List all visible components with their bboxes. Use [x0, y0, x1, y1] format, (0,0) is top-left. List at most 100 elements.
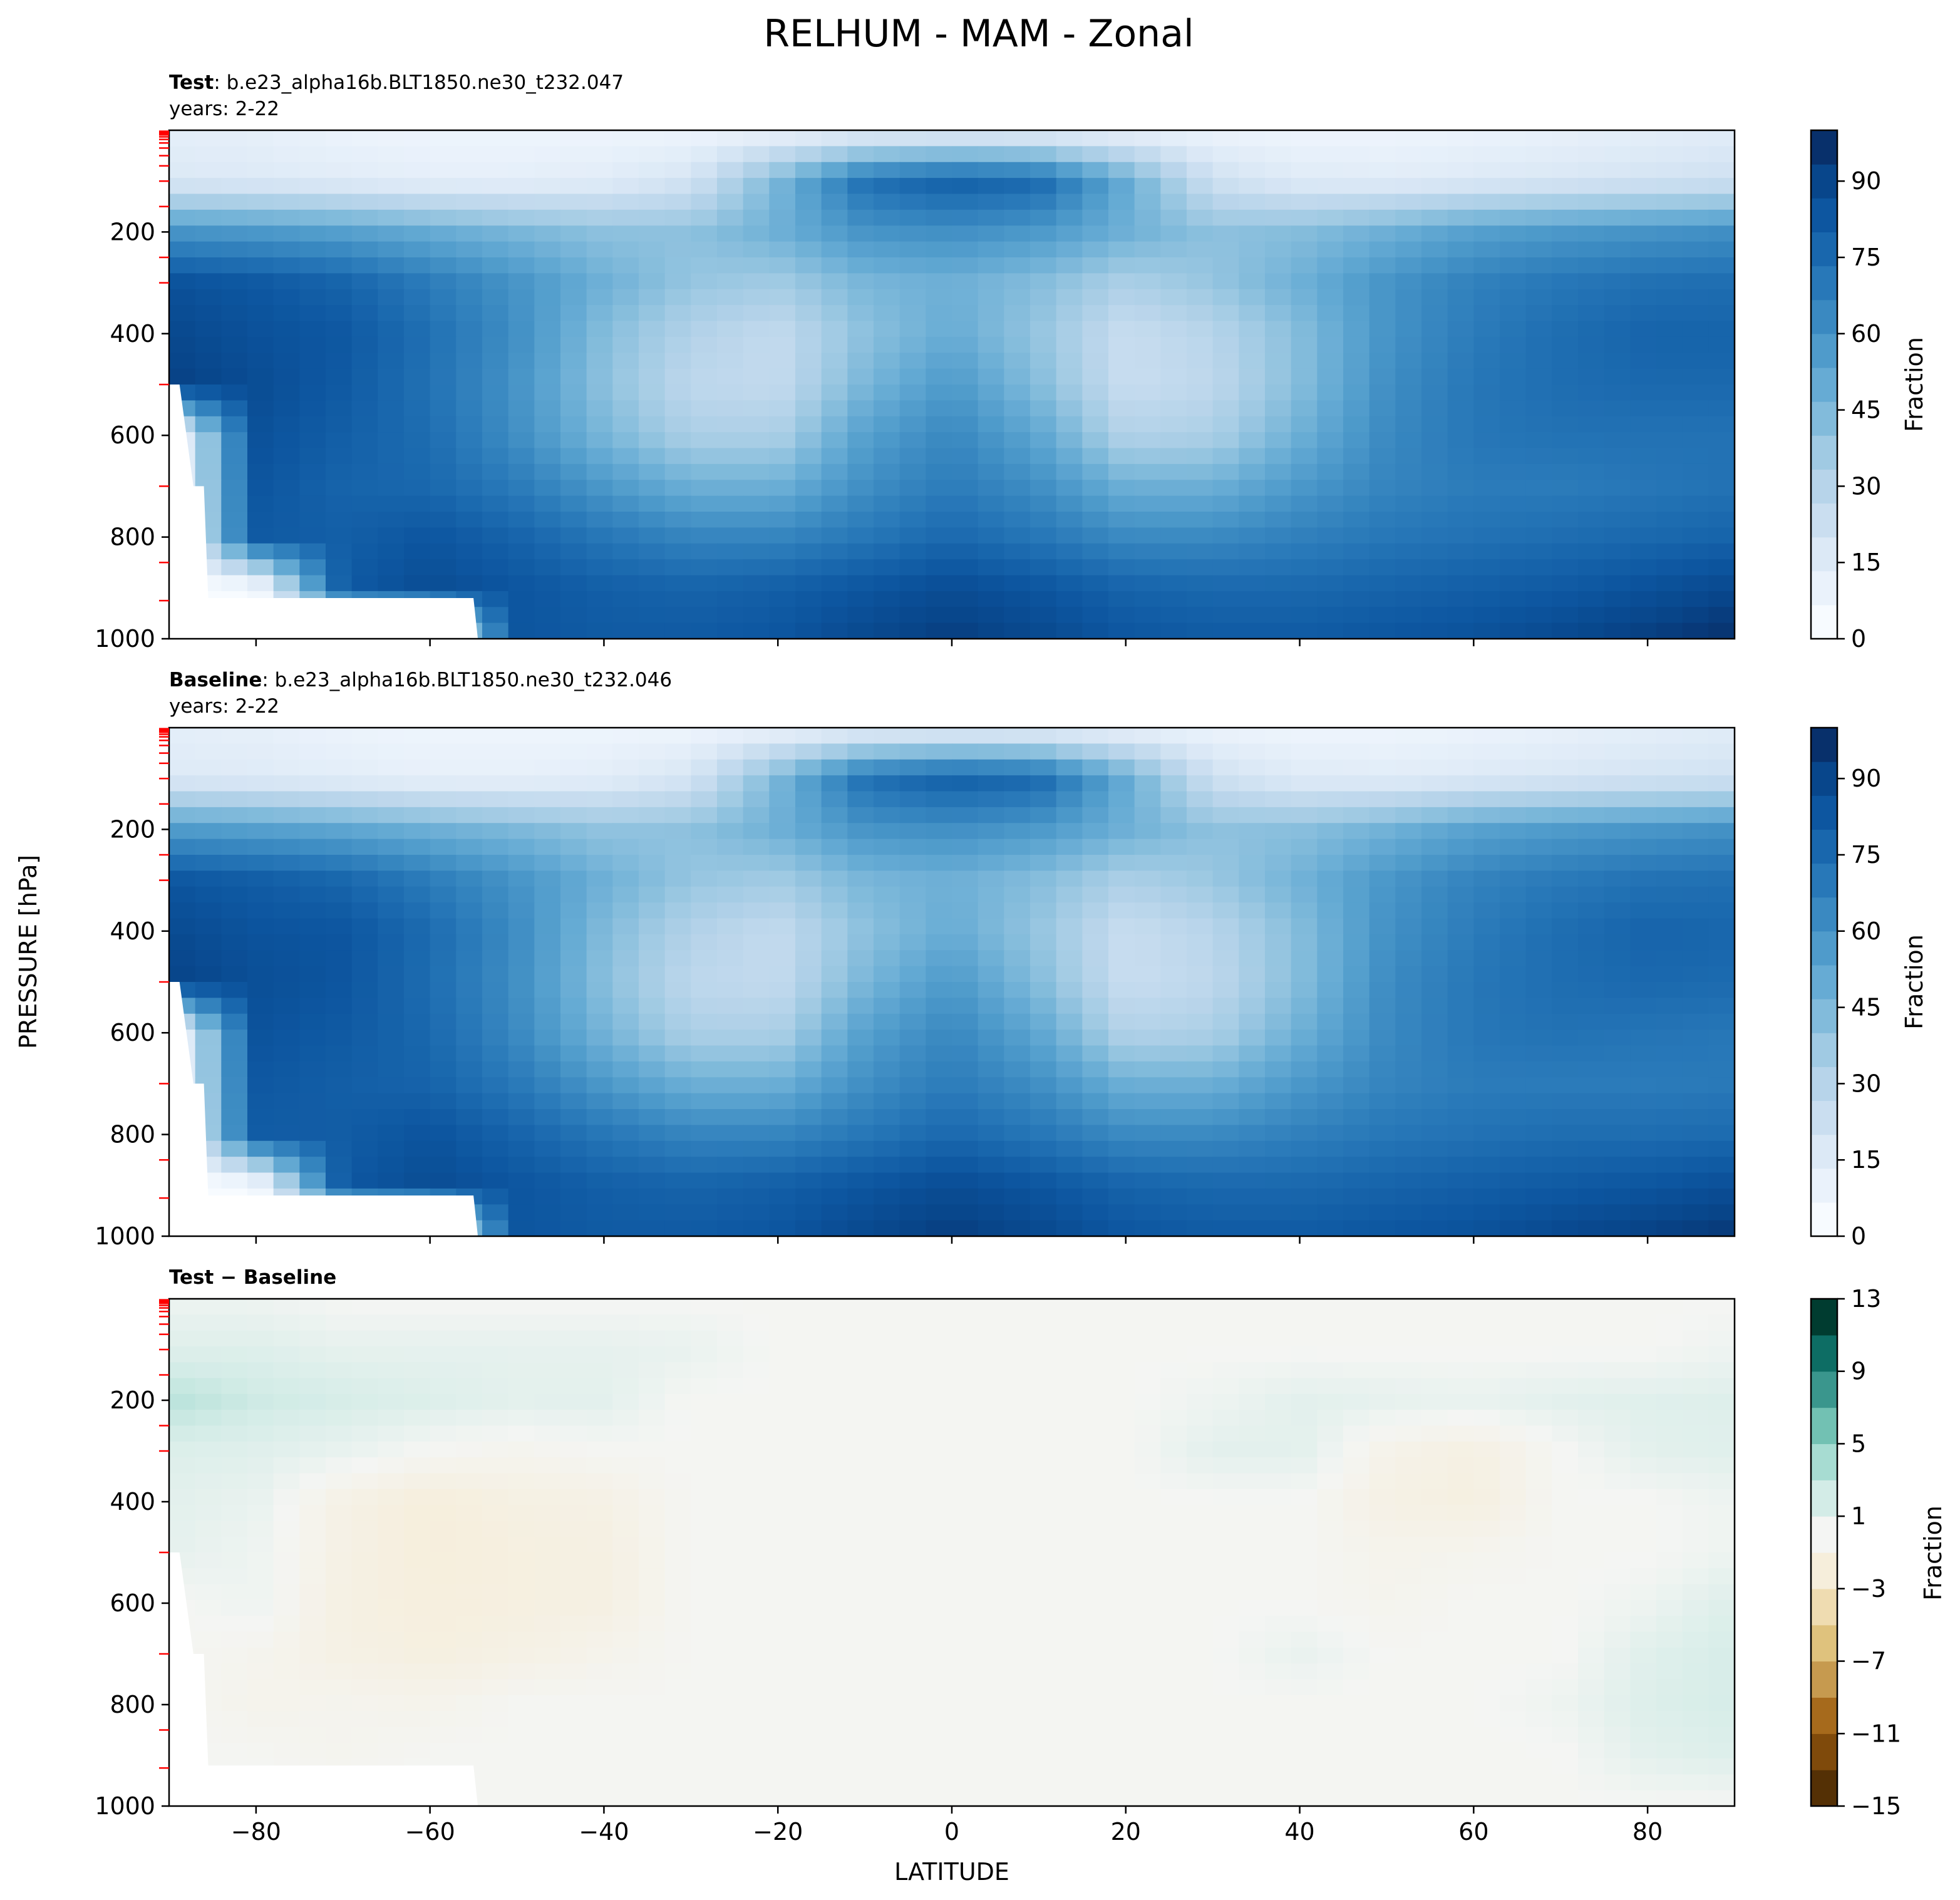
test-heat-cell — [299, 305, 326, 322]
diff-heat-cell — [195, 1457, 222, 1474]
baseline-heat-cell — [1525, 998, 1553, 1015]
test-heat-cell — [1447, 527, 1475, 544]
baseline-heat-cell — [1030, 807, 1057, 824]
baseline-heat-cell — [273, 886, 301, 903]
baseline-heat-cell — [1473, 950, 1500, 967]
baseline-heat-cell — [299, 823, 326, 840]
test-heat-cell — [977, 480, 1005, 497]
baseline-heat-cell — [1212, 855, 1240, 872]
baseline-heat-cell — [1108, 1188, 1135, 1206]
baseline-heat-cell — [1630, 1140, 1657, 1157]
test-heat-cell — [1108, 241, 1135, 258]
baseline-heat-cell — [743, 918, 770, 935]
baseline-heat-cell — [1447, 743, 1475, 760]
test-heat-cell — [821, 194, 848, 210]
baseline-heat-cell — [299, 1077, 326, 1094]
baseline-heat-cell — [1317, 1061, 1344, 1078]
baseline-heat-cell — [1343, 966, 1370, 983]
test-colorbar-band — [1811, 299, 1837, 334]
baseline-heat-cell — [1682, 1172, 1710, 1189]
diff-heat-cell — [926, 1473, 952, 1490]
baseline-heat-cell — [1421, 1140, 1448, 1157]
diff-heat-cell — [1265, 1378, 1292, 1395]
test-heat-cell — [743, 241, 770, 258]
baseline-colorbar-band — [1811, 1168, 1837, 1203]
test-heat-cell — [1291, 336, 1318, 354]
diff-heat-cell — [1343, 1505, 1370, 1522]
test-heat-cell — [769, 432, 796, 449]
test-heat-cell — [1134, 607, 1162, 624]
diff-heat-cell — [1473, 1362, 1500, 1379]
baseline-heat-cell — [1108, 759, 1135, 776]
baseline-heat-cell — [769, 1157, 796, 1174]
test-heat-cell — [169, 194, 196, 210]
baseline-heat-cell — [351, 1045, 379, 1062]
baseline-heat-cell — [612, 1061, 639, 1078]
baseline-heat-cell — [664, 855, 692, 872]
baseline-heat-cell — [560, 855, 587, 872]
test-heat-cell — [874, 368, 900, 385]
baseline-heat-cell — [482, 743, 509, 760]
diff-heat-cell — [1500, 1314, 1527, 1331]
test-heat-cell — [1343, 591, 1370, 608]
test-heat-cell — [1630, 178, 1657, 195]
diff-heat-cell — [1578, 1473, 1605, 1490]
diff-heat-cell — [1212, 1441, 1240, 1458]
baseline-heat-cell — [1473, 1030, 1500, 1046]
diff-heat-cell — [769, 1330, 796, 1347]
test-heat-cell — [534, 130, 561, 147]
baseline-heat-cell — [952, 982, 979, 999]
diff-heat-cell — [847, 1441, 874, 1458]
baseline-heat-cell — [1343, 759, 1370, 776]
baseline-heat-cell — [534, 1077, 561, 1094]
test-heat-cell — [456, 225, 483, 242]
baseline-heat-cell — [1134, 1204, 1162, 1221]
baseline-heat-cell — [1682, 1030, 1710, 1046]
test-heat-cell — [1500, 273, 1527, 290]
baseline-heat-cell — [1317, 1140, 1344, 1157]
test-heat-cell — [769, 305, 796, 322]
baseline-heat-cell — [1030, 1220, 1057, 1236]
test-heat-cell — [1134, 575, 1162, 592]
test-heat-cell — [195, 178, 222, 195]
test-heat-cell — [1187, 448, 1214, 465]
baseline-heat-cell — [1187, 950, 1214, 967]
baseline-heat-cell — [691, 934, 718, 951]
baseline-heat-cell — [273, 1045, 301, 1062]
baseline-heat-cell — [404, 1157, 431, 1174]
test-heat-cell — [1604, 209, 1631, 227]
test-heat-cell — [221, 146, 248, 163]
diff-heat-cell — [430, 1425, 457, 1442]
test-heat-cell — [977, 543, 1005, 560]
test-heat-cell — [926, 480, 952, 497]
diff-heat-cell — [404, 1536, 431, 1553]
test-heat-cell — [899, 353, 927, 369]
test-heat-cell — [1604, 575, 1631, 592]
diff-heat-cell — [1082, 1505, 1109, 1522]
test-heat-cell — [482, 305, 509, 322]
baseline-heat-cell — [977, 775, 1005, 792]
diff-heat-cell — [1500, 1536, 1527, 1553]
diff-heat-cell — [847, 1521, 874, 1537]
test-heat-cell — [1343, 559, 1370, 576]
baseline-heat-cell — [691, 966, 718, 983]
baseline-heat-cell — [1473, 886, 1500, 903]
baseline-heat-cell — [1500, 982, 1527, 999]
baseline-heat-cell — [534, 728, 561, 745]
test-heat-cell — [351, 512, 379, 529]
diff-heat-cell — [1134, 1410, 1162, 1427]
test-heat-cell — [1212, 385, 1240, 401]
test-heat-cell — [691, 385, 718, 401]
test-heat-cell — [1395, 591, 1422, 608]
baseline-heat-cell — [169, 791, 196, 808]
test-heat-cell — [1030, 385, 1057, 401]
panel-diff-title: Test − Baseline — [169, 1266, 336, 1289]
baseline-heat-cell — [874, 775, 900, 792]
baseline-heat-cell — [1421, 1157, 1448, 1174]
baseline-heat-cell — [899, 1077, 927, 1094]
test-heat-cell — [743, 321, 770, 338]
test-heat-cell — [1447, 257, 1475, 274]
diff-heat-cell — [926, 1457, 952, 1474]
diff-heat-cell — [1343, 1536, 1370, 1553]
test-heat-cell — [1265, 480, 1292, 497]
